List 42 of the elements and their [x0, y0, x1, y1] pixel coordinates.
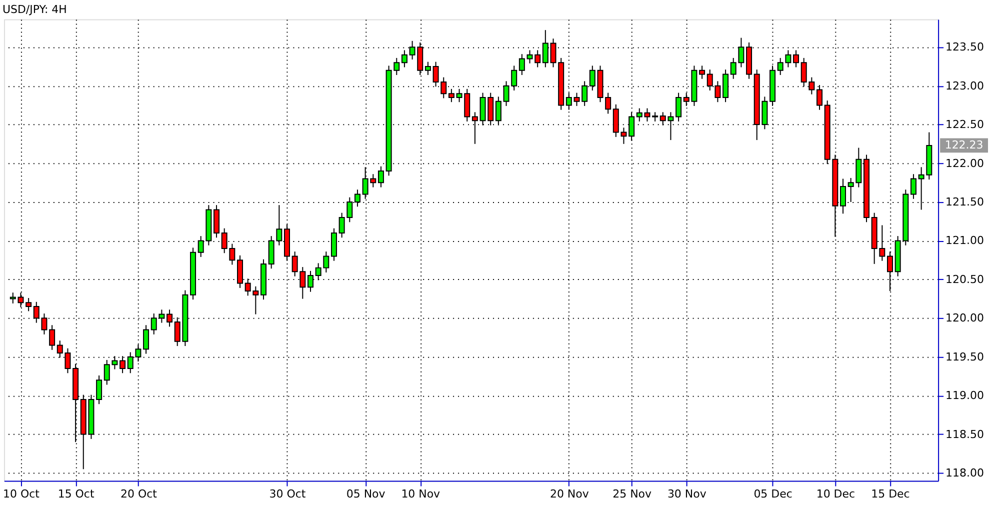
- candlestick: [143, 324, 150, 354]
- y-tick-label: 118.50: [946, 428, 984, 441]
- x-tick-label: 10 Oct: [3, 487, 40, 500]
- candlestick: [518, 54, 525, 76]
- x-tick-label: 05 Dec: [754, 487, 792, 500]
- y-tick-label: 123.00: [946, 79, 984, 92]
- candlestick: [910, 174, 916, 200]
- y-tick-label: 120.50: [946, 272, 984, 286]
- candlestick: [495, 96, 502, 126]
- candlestick: [214, 204, 220, 238]
- candlestick: [26, 298, 32, 312]
- candlestick: [793, 50, 800, 68]
- y-tick-label: 121.50: [946, 195, 984, 208]
- y-tick-label: 119.50: [946, 350, 984, 364]
- candlestick: [605, 92, 612, 114]
- y-tick-label: 119.00: [946, 389, 984, 402]
- x-tick-label: 10 Dec: [816, 487, 856, 500]
- candlestick: [424, 61, 431, 76]
- text: 122.23: [944, 138, 984, 152]
- x-tick-label: 20 Oct: [120, 487, 158, 500]
- candlestick: [699, 65, 706, 80]
- y-tick-label: 118.00: [946, 466, 984, 480]
- x-tick-label: 15 Dec: [871, 487, 910, 500]
- candlestick: [676, 92, 682, 122]
- y-tick-label: 122.00: [946, 156, 984, 170]
- candlestick: [448, 88, 454, 103]
- y-tick-label: 121.00: [946, 234, 984, 248]
- candlestick: [401, 50, 408, 68]
- x-tick-label: 10 Nov: [401, 487, 441, 500]
- x-tick-label: 30 Oct: [269, 487, 306, 500]
- chart-title: USD/JPY: 4H: [2, 3, 67, 16]
- candlestick: [378, 166, 384, 188]
- candlestick: [49, 324, 56, 350]
- y-tick-label: 123.50: [946, 40, 984, 54]
- y-tick-label: 122.50: [946, 118, 984, 132]
- x-tick-label: 05 Nov: [346, 487, 386, 500]
- candlestick: [652, 112, 658, 122]
- x-tick-label: 30 Nov: [667, 487, 707, 500]
- x-tick-label: 20 Nov: [550, 487, 590, 500]
- y-tick-label: 120.00: [946, 312, 984, 325]
- x-tick-label: 15 Oct: [58, 487, 95, 500]
- x-tick-label: 25 Nov: [612, 487, 652, 500]
